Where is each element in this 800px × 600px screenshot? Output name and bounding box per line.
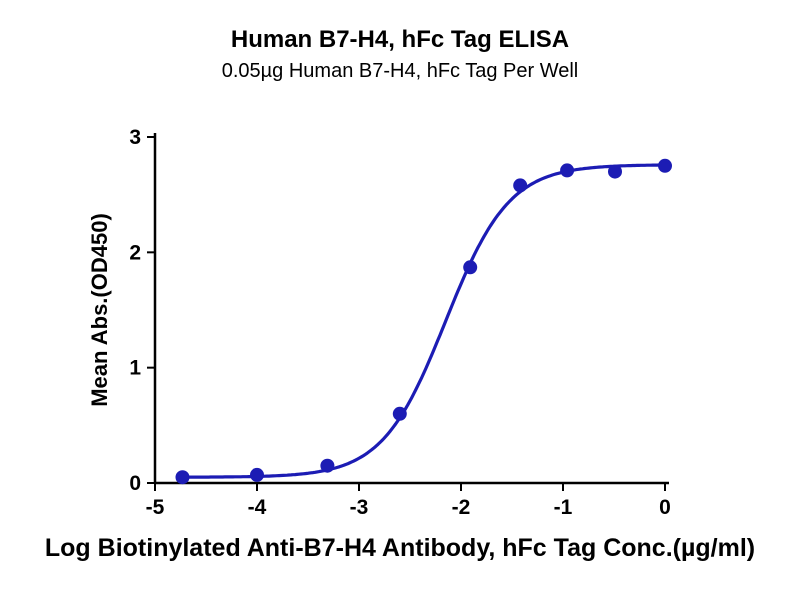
data-point	[463, 260, 478, 275]
data-point	[320, 458, 335, 473]
data-point	[175, 470, 190, 485]
chart-title: Human B7-H4, hFc Tag ELISA	[230, 26, 570, 53]
x-tick-label: -4	[248, 496, 267, 519]
y-tick-label: 2	[129, 241, 141, 264]
data-point	[560, 163, 575, 178]
x-tick-label: -1	[554, 496, 573, 519]
data-point	[392, 406, 407, 421]
y-axis-label: Mean Abs.(OD450)	[87, 213, 112, 407]
x-tick-label: -2	[452, 496, 471, 519]
y-tick-label: 0	[129, 472, 141, 495]
x-axis-label: Log Biotinylated Anti-B7-H4 Antibody, hF…	[44, 534, 756, 562]
x-tick-label: -5	[146, 496, 165, 519]
data-point	[658, 158, 672, 173]
data-point	[513, 178, 528, 193]
x-tick-label: 0	[659, 496, 671, 519]
data-point	[250, 467, 264, 482]
data-point	[608, 164, 622, 179]
fit-curve	[180, 163, 667, 479]
chart-subtitle: 0.05µg Human B7-H4, hFc Tag Per Well	[221, 60, 579, 82]
y-tick-label: 3	[129, 126, 141, 149]
x-tick-label: -3	[350, 496, 369, 519]
y-tick-label: 1	[129, 357, 141, 380]
